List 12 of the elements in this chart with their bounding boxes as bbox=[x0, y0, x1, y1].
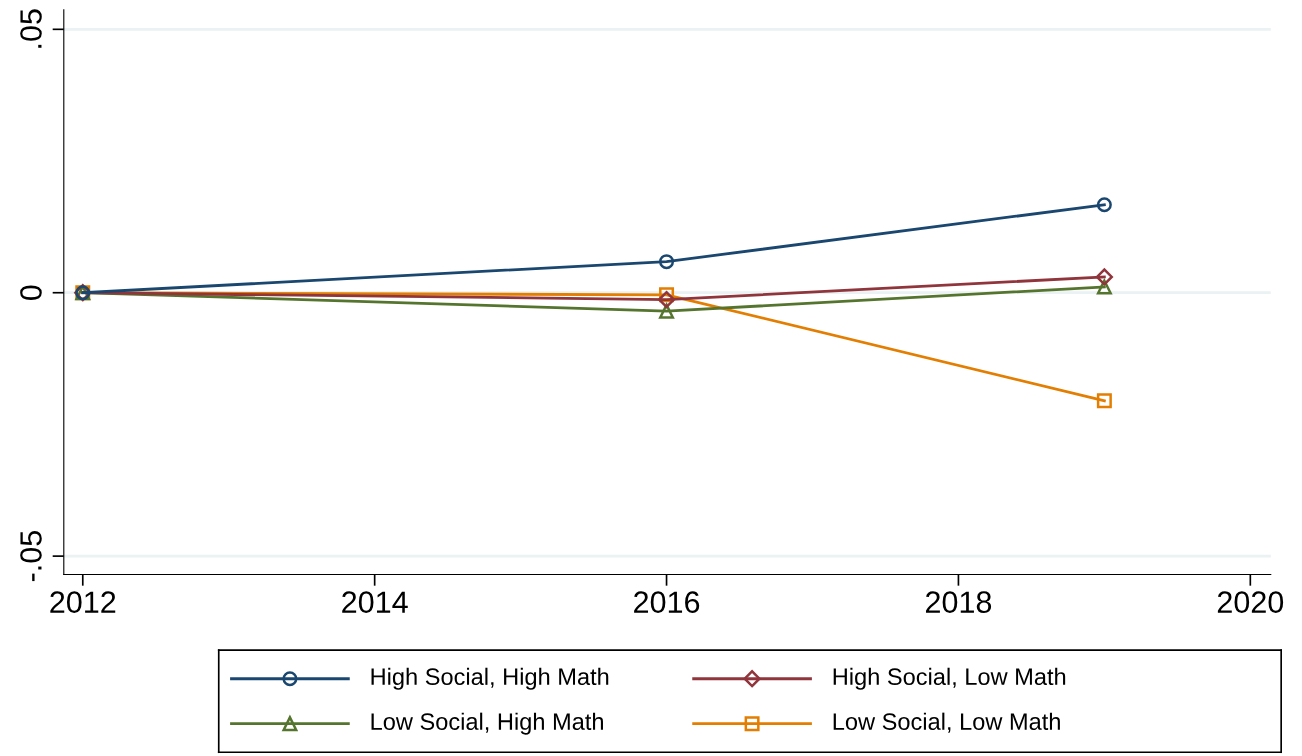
legend-label: High Social, High Math bbox=[371, 667, 609, 690]
legend-label: Low Social, Low Math bbox=[833, 712, 1060, 733]
x-tick-label: 2012 bbox=[50, 591, 116, 613]
legend-label: Low Social, High Math bbox=[371, 712, 603, 735]
y-tick-label: .05 bbox=[20, 9, 42, 48]
y-tick-label: -.05 bbox=[20, 531, 42, 582]
x-tick-label: 2020 bbox=[1217, 591, 1284, 613]
x-tick-label: 2014 bbox=[342, 591, 408, 613]
x-tick-label: 2016 bbox=[634, 591, 700, 613]
x-tick-label: 2018 bbox=[925, 591, 992, 613]
legend-label: High Social, Low Math bbox=[833, 667, 1066, 690]
y-tick-label: 0 bbox=[20, 285, 42, 301]
